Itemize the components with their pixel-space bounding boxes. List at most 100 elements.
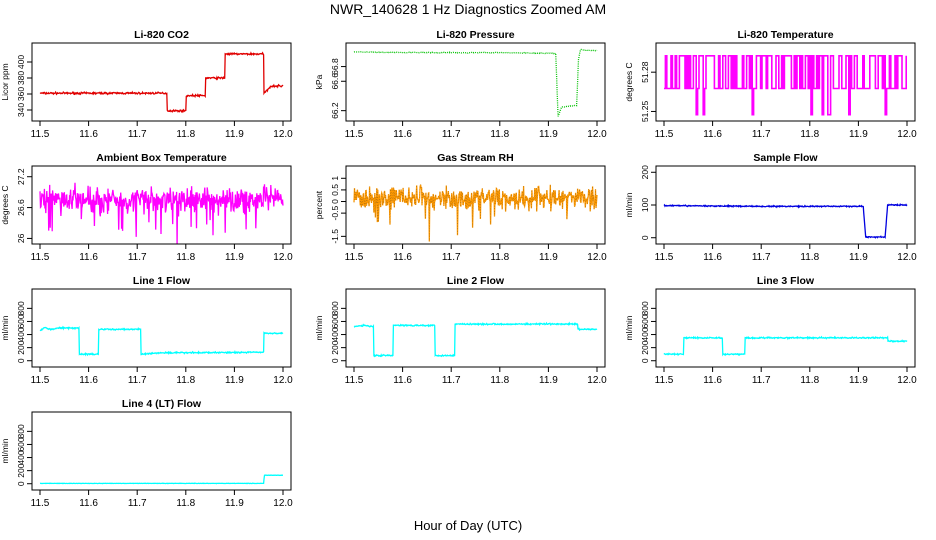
y-tick-label-line2: 0	[330, 358, 340, 363]
panel-title-line3: Line 3 Flow	[757, 275, 815, 287]
x-tick-label-line1: 11.6	[79, 375, 98, 386]
x-tick-label-sample-flow: 11.7	[752, 252, 771, 263]
x-tick-label-ambient: 11.7	[128, 252, 147, 263]
y-tick-label-pressure: 66.2	[330, 102, 340, 119]
x-tick-label-co2: 11.9	[225, 129, 244, 140]
y-tick-label-line4: 0	[16, 481, 26, 486]
series-line4	[39, 474, 283, 485]
x-tick-label-ambient: 11.9	[225, 252, 244, 263]
x-tick-label-temperature: 11.8	[800, 129, 819, 140]
x-tick-label-line4: 11.6	[79, 498, 98, 509]
panel-title-sample-flow: Sample Flow	[753, 152, 818, 164]
x-tick-label-temperature: 11.6	[703, 129, 722, 140]
y-tick-label-line4: 800	[16, 424, 26, 438]
y-tick-label-line2: 800	[330, 301, 340, 315]
x-tick-label-line3: 12.0	[897, 375, 917, 386]
series-line2	[353, 321, 598, 358]
x-tick-label-co2: 11.6	[79, 129, 98, 140]
x-tick-label-ambient: 11.8	[176, 252, 195, 263]
data-line-line3	[663, 335, 908, 357]
x-tick-label-rh: 11.6	[393, 252, 412, 263]
panel-title-line2: Line 2 Flow	[447, 275, 505, 287]
y-tick-label-sample-flow: 0	[640, 235, 650, 240]
panel-frame-pressure	[345, 42, 606, 122]
panel-frame-rh	[345, 165, 606, 245]
x-tick-label-rh: 11.9	[539, 252, 558, 263]
x-tick-label-line3: 11.8	[800, 375, 819, 386]
x-tick-label-line4: 12.0	[273, 498, 293, 509]
data-line-ambient	[39, 182, 284, 244]
y-tick-label-rh: 0.5	[330, 184, 340, 196]
y-axis-label-co2: Licor ppm	[0, 63, 10, 100]
x-tick-label-pressure: 11.9	[539, 129, 558, 140]
y-axis-label-rh: percent	[314, 190, 324, 219]
x-tick-label-line1: 12.0	[273, 375, 293, 386]
y-tick-label-co2: 340	[16, 103, 26, 117]
y-tick-label-ambient: 26.6	[16, 199, 26, 216]
panel-frame-ambient	[31, 165, 292, 245]
panel-frame-line4	[31, 411, 292, 491]
y-tick-label-temperature: 51.25	[640, 101, 650, 123]
x-tick-label-ambient: 12.0	[273, 252, 293, 263]
y-tick-label-line1: 800	[16, 301, 26, 315]
x-tick-label-line4: 11.9	[225, 498, 244, 509]
panel-title-co2: Li-820 CO2	[134, 29, 189, 41]
y-tick-label-rh: -1.5	[330, 229, 340, 244]
x-tick-label-temperature: 11.7	[752, 129, 771, 140]
y-tick-label-line1: 400	[16, 327, 26, 341]
y-tick-label-line3: 600	[640, 314, 650, 328]
x-tick-label-line1: 11.7	[128, 375, 147, 386]
x-tick-label-line2: 11.6	[393, 375, 412, 386]
x-tick-label-rh: 11.8	[490, 252, 509, 263]
x-tick-label-ambient: 11.5	[31, 252, 50, 263]
panel-frame-line2	[345, 288, 606, 368]
y-axis-label-line3: ml/min	[624, 315, 634, 340]
x-tick-label-sample-flow: 11.8	[800, 252, 819, 263]
y-tick-label-rh: 1	[330, 176, 340, 181]
panel-title-line1: Line 1 Flow	[133, 275, 191, 287]
panel-frame-co2	[31, 42, 292, 122]
x-tick-label-sample-flow: 11.6	[703, 252, 722, 263]
panel-title-temperature: Li-820 Temperature	[737, 29, 833, 41]
series-co2	[39, 51, 284, 114]
x-tick-label-temperature: 11.9	[849, 129, 868, 140]
x-tick-label-pressure: 11.7	[442, 129, 461, 140]
x-tick-label-pressure: 12.0	[587, 129, 607, 140]
x-tick-label-temperature: 12.0	[897, 129, 917, 140]
data-line-line2	[353, 321, 598, 358]
y-tick-label-line3: 800	[640, 301, 650, 315]
y-tick-label-ambient: 26	[16, 233, 26, 243]
y-tick-label-line4: 600	[16, 437, 26, 451]
data-line-rh	[353, 184, 598, 242]
y-axis-label-pressure: kPa	[314, 74, 324, 89]
y-tick-label-line2: 200	[330, 340, 340, 354]
data-line-sample-flow	[663, 202, 908, 239]
y-tick-label-line4: 200	[16, 463, 26, 477]
data-line-co2	[39, 51, 284, 114]
x-tick-label-sample-flow: 11.5	[655, 252, 674, 263]
x-tick-label-sample-flow: 11.9	[849, 252, 868, 263]
panel-pressure: Li-820 Pressure 11.5 11.6 11.7 11.8 11.9 12.0 6…	[314, 29, 607, 140]
panel-line4: Line 4 (LT) Flow 11.5 11.6 11.7 11.8 11.9 12.0…	[0, 398, 293, 509]
x-tick-label-line2: 11.7	[442, 375, 461, 386]
y-tick-label-line3: 400	[640, 327, 650, 341]
panel-frame-sample-flow	[655, 165, 916, 245]
x-tick-label-rh: 11.7	[442, 252, 461, 263]
x-tick-label-line4: 11.5	[31, 498, 50, 509]
x-tick-label-line1: 11.5	[31, 375, 50, 386]
x-tick-label-line3: 11.5	[655, 375, 674, 386]
x-tick-label-line4: 11.7	[128, 498, 147, 509]
series-pressure	[353, 48, 598, 117]
series-sample-flow	[663, 202, 908, 239]
x-tick-label-line2: 11.9	[539, 375, 558, 386]
y-tick-label-line3: 200	[640, 340, 650, 354]
x-tick-label-pressure: 11.5	[345, 129, 364, 140]
x-tick-label-ambient: 11.6	[79, 252, 98, 263]
series-ambient	[39, 182, 284, 244]
x-tick-label-line4: 11.8	[176, 498, 195, 509]
y-axis-label-ambient: degrees C	[0, 185, 10, 224]
y-tick-label-line1: 0	[16, 358, 26, 363]
panel-title-ambient: Ambient Box Temperature	[96, 152, 227, 164]
y-tick-label-line4: 400	[16, 450, 26, 464]
